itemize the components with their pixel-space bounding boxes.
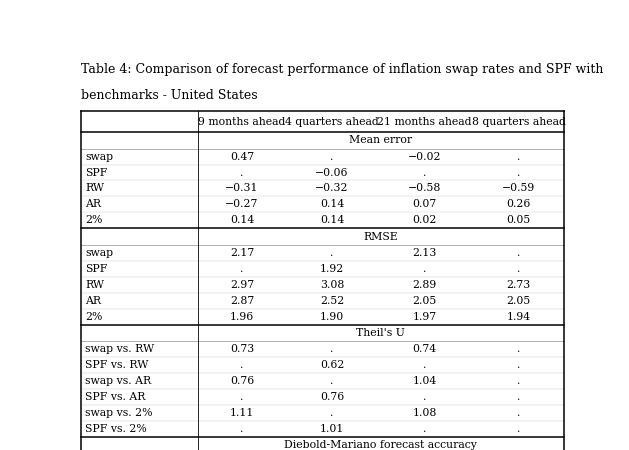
Text: −0.06: −0.06 (315, 167, 349, 177)
Text: 2.73: 2.73 (506, 280, 531, 290)
Text: .: . (517, 376, 520, 386)
Text: .: . (240, 392, 243, 402)
Text: swap vs. AR: swap vs. AR (85, 376, 151, 386)
Text: SPF vs. AR: SPF vs. AR (85, 392, 145, 402)
Text: Theil's U: Theil's U (357, 328, 405, 338)
Text: 1.92: 1.92 (320, 264, 344, 274)
Text: −0.02: −0.02 (408, 152, 442, 162)
Text: .: . (517, 344, 520, 354)
Text: −0.27: −0.27 (225, 199, 259, 209)
Text: 21 months ahead: 21 months ahead (377, 117, 472, 126)
Text: .: . (517, 392, 520, 402)
Text: .: . (517, 408, 520, 418)
Text: .: . (240, 264, 243, 274)
Text: 2.17: 2.17 (230, 248, 254, 258)
Text: −0.58: −0.58 (408, 184, 442, 194)
Text: −0.59: −0.59 (502, 184, 535, 194)
Text: 2%: 2% (85, 312, 103, 322)
Text: 2.05: 2.05 (413, 296, 437, 306)
Text: .: . (423, 424, 426, 434)
Text: swap vs. 2%: swap vs. 2% (85, 408, 152, 418)
Text: 3.08: 3.08 (320, 280, 344, 290)
Text: 0.14: 0.14 (320, 215, 344, 225)
Text: 2.13: 2.13 (413, 248, 437, 258)
Text: swap vs. RW: swap vs. RW (85, 344, 154, 354)
Text: 2.05: 2.05 (506, 296, 531, 306)
Text: 0.14: 0.14 (230, 215, 254, 225)
Text: 0.76: 0.76 (230, 376, 254, 386)
Text: 0.62: 0.62 (320, 360, 344, 370)
Text: 0.05: 0.05 (506, 215, 531, 225)
Text: SPF vs. RW: SPF vs. RW (85, 360, 148, 370)
Text: .: . (330, 152, 334, 162)
Text: .: . (423, 264, 426, 274)
Text: 1.96: 1.96 (230, 312, 254, 322)
Text: 0.76: 0.76 (320, 392, 344, 402)
Text: SPF: SPF (85, 264, 108, 274)
Text: 0.26: 0.26 (506, 199, 531, 209)
Text: 0.02: 0.02 (413, 215, 437, 225)
Text: 1.01: 1.01 (320, 424, 344, 434)
Text: .: . (240, 167, 243, 177)
Text: .: . (240, 424, 243, 434)
Text: .: . (330, 248, 334, 258)
Text: 1.94: 1.94 (506, 312, 531, 322)
Text: .: . (517, 152, 520, 162)
Text: AR: AR (85, 296, 101, 306)
Text: .: . (423, 392, 426, 402)
Text: SPF vs. 2%: SPF vs. 2% (85, 424, 147, 434)
Text: 2.87: 2.87 (230, 296, 254, 306)
Text: −0.32: −0.32 (315, 184, 349, 194)
Text: 0.73: 0.73 (230, 344, 254, 354)
Text: .: . (330, 376, 334, 386)
Text: benchmarks - United States: benchmarks - United States (81, 89, 258, 102)
Text: Table 4: Comparison of forecast performance of inflation swap rates and SPF with: Table 4: Comparison of forecast performa… (81, 63, 603, 76)
Text: 2.52: 2.52 (320, 296, 344, 306)
Text: Diebold-Mariano forecast accuracy: Diebold-Mariano forecast accuracy (284, 440, 477, 450)
Text: 0.74: 0.74 (413, 344, 437, 354)
Text: SPF: SPF (85, 167, 108, 177)
Text: 2.97: 2.97 (230, 280, 254, 290)
Text: 1.08: 1.08 (413, 408, 437, 418)
Text: 1.90: 1.90 (320, 312, 344, 322)
Text: 1.97: 1.97 (413, 312, 437, 322)
Text: 4 quarters ahead: 4 quarters ahead (285, 117, 379, 126)
Text: Mean error: Mean error (349, 135, 413, 145)
Text: .: . (517, 167, 520, 177)
Text: 9 months ahead: 9 months ahead (198, 117, 286, 126)
Text: swap: swap (85, 248, 113, 258)
Text: RW: RW (85, 184, 104, 194)
Text: .: . (517, 248, 520, 258)
Text: .: . (423, 167, 426, 177)
Text: .: . (240, 360, 243, 370)
Text: 1.04: 1.04 (413, 376, 437, 386)
Text: .: . (423, 360, 426, 370)
Text: AR: AR (85, 199, 101, 209)
Text: 2.89: 2.89 (413, 280, 437, 290)
Text: 2%: 2% (85, 215, 103, 225)
Text: 0.47: 0.47 (230, 152, 254, 162)
Text: 0.14: 0.14 (320, 199, 344, 209)
Text: .: . (330, 344, 334, 354)
Text: RMSE: RMSE (364, 232, 398, 242)
Text: .: . (517, 264, 520, 274)
Text: 1.11: 1.11 (230, 408, 254, 418)
Text: .: . (517, 360, 520, 370)
Text: 8 quarters ahead: 8 quarters ahead (472, 117, 565, 126)
Text: .: . (330, 408, 334, 418)
Text: swap: swap (85, 152, 113, 162)
Text: .: . (517, 424, 520, 434)
Text: 0.07: 0.07 (413, 199, 437, 209)
Text: −0.31: −0.31 (225, 184, 259, 194)
Text: RW: RW (85, 280, 104, 290)
